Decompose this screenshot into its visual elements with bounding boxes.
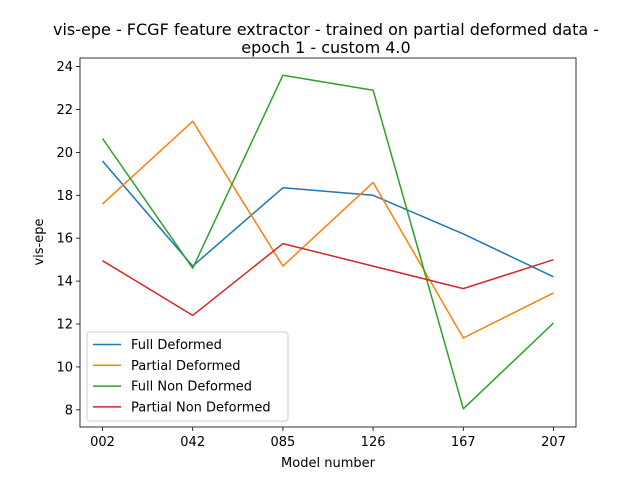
- y-tick-label-18: 18: [56, 189, 73, 204]
- series-line-3: [102, 242, 554, 317]
- legend-box: [86, 331, 289, 422]
- chart-title-line-1: vis-epe - FCGF feature extractor - train…: [53, 20, 599, 39]
- legend-label-2: Full Non Deformed: [131, 380, 252, 395]
- x-tick-label-207: 207: [541, 435, 566, 450]
- x-axis-label: Model number: [281, 456, 376, 471]
- legend-label-0: Full Deformed: [131, 338, 222, 353]
- y-tick-label-16: 16: [56, 232, 73, 247]
- y-tick-label-10: 10: [56, 360, 73, 375]
- plot-area: 8 10 12 14 16 18 20 22 24 002 042 085 126 167 207: [56, 57, 577, 450]
- y-tick-label-8: 8: [65, 403, 73, 418]
- x-tick-label-085: 085: [270, 435, 295, 450]
- y-tick-label-14: 14: [56, 275, 73, 290]
- legend: Full Deformed Partial Deformed Full Non De…: [86, 331, 289, 422]
- y-tick-label-12: 12: [56, 318, 73, 333]
- plot-frame: [79, 57, 577, 428]
- y-tick-label-24: 24: [56, 60, 73, 75]
- y-tick-label-22: 22: [56, 103, 73, 118]
- x-tick-label-042: 042: [180, 435, 205, 450]
- legend-label-3: Partial Non Deformed: [131, 400, 271, 415]
- x-tick-label-167: 167: [451, 435, 476, 450]
- series-line-0: [101, 160, 554, 278]
- y-axis-label: vis-epe: [32, 218, 47, 265]
- legend-label-1: Partial Deformed: [131, 359, 241, 374]
- y-tick-label-20: 20: [56, 146, 73, 161]
- series-line-2: [101, 74, 555, 410]
- x-tick-label-002: 002: [90, 435, 115, 450]
- series-line-1: [101, 120, 554, 339]
- chart-title-line-2: epoch 1 - custom 4.0: [241, 38, 410, 57]
- x-tick-label-126: 126: [361, 435, 386, 450]
